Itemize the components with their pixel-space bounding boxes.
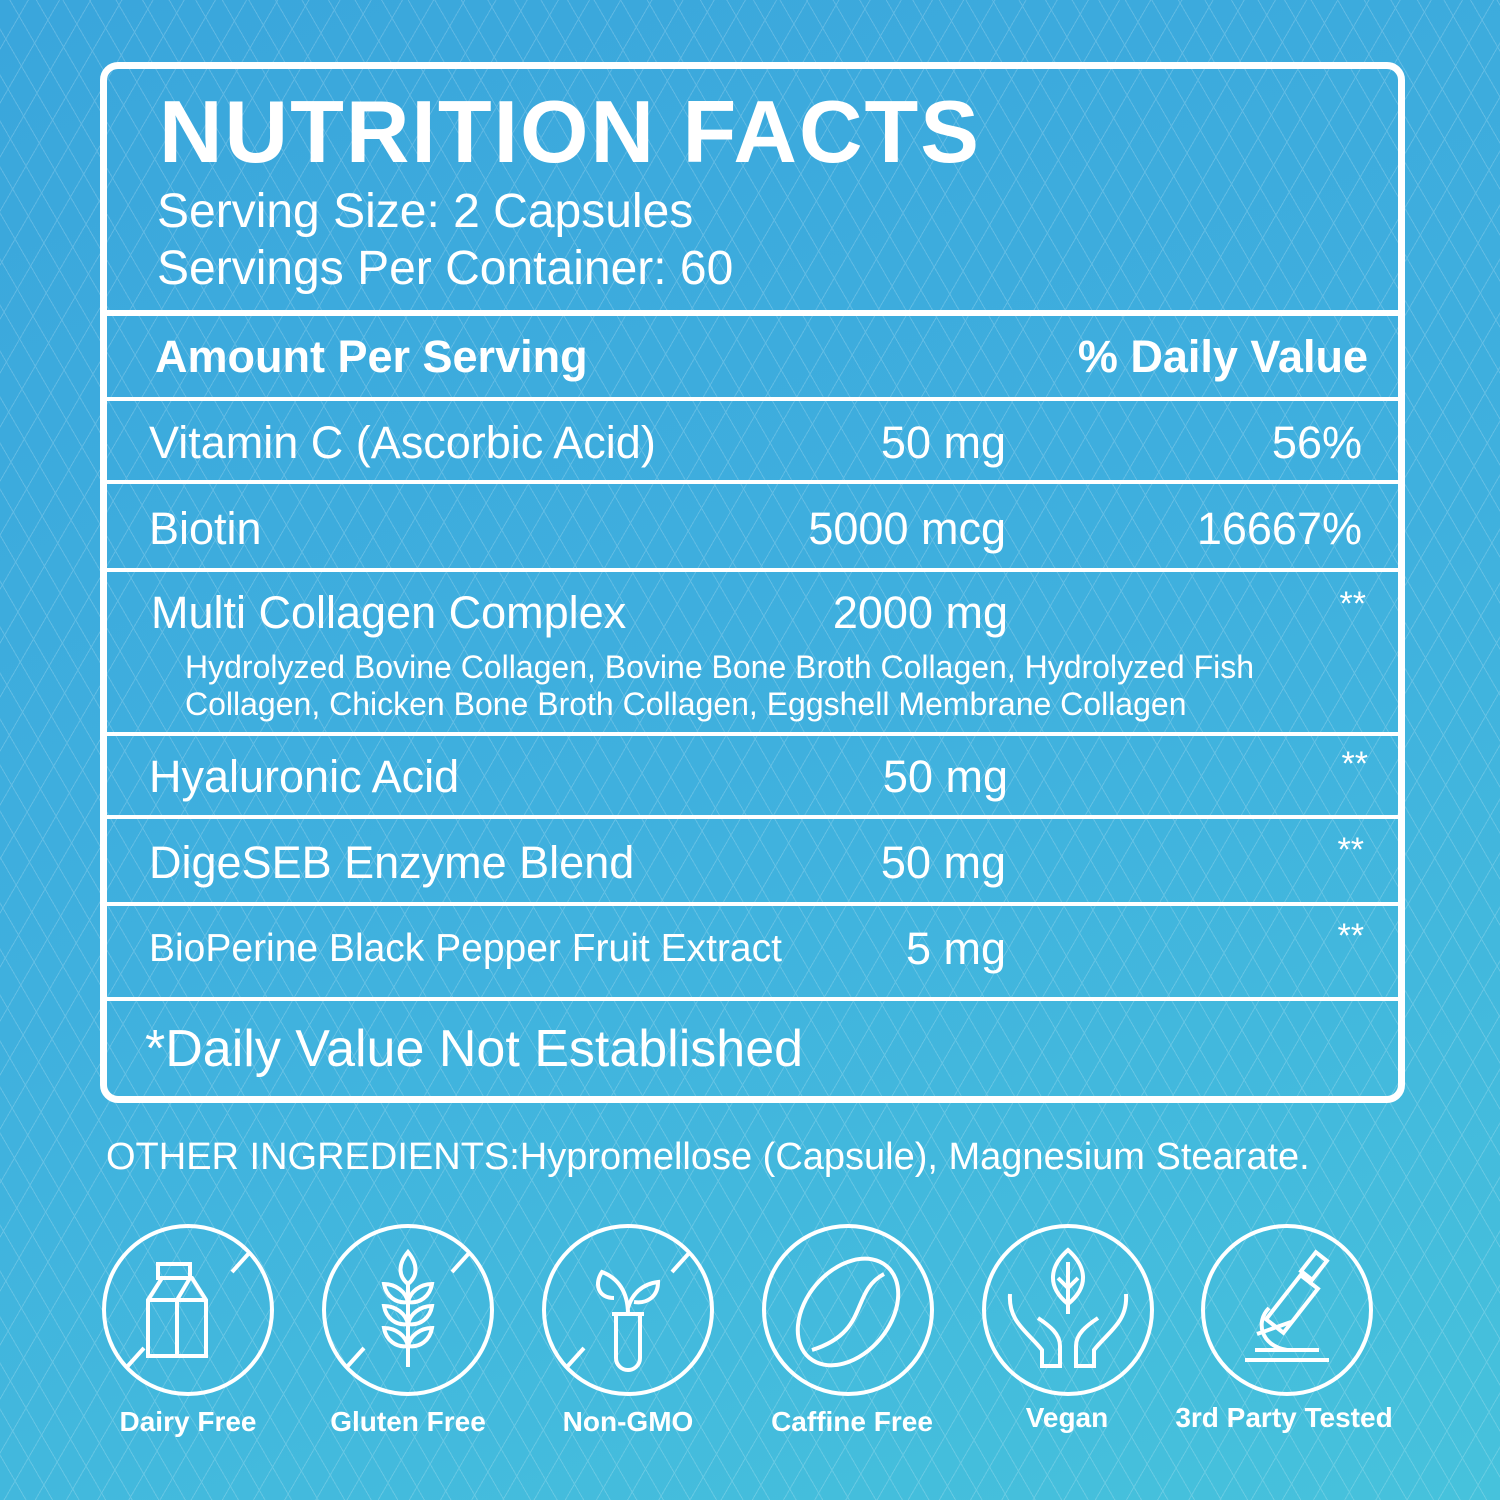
nutrition-facts-panel: NUTRITION FACTS Serving Size: 2 Capsules… — [100, 62, 1405, 1103]
footnote: *Daily Value Not Established — [145, 1020, 804, 1078]
serving-size: Serving Size: 2 Capsules — [157, 185, 694, 238]
collagen-sources: Hydrolyzed Bovine Collagen, Bovine Bone … — [185, 649, 1255, 685]
other-ingredients: OTHER INGREDIENTS:Hypromellose (Capsule)… — [106, 1136, 1310, 1178]
vegan-icon — [982, 1224, 1154, 1396]
divider — [107, 568, 1398, 572]
divider — [107, 732, 1398, 736]
nutrient-dv: 16667% — [1196, 503, 1362, 554]
servings-per-container: Servings Per Container: 60 — [157, 242, 734, 295]
divider — [107, 397, 1398, 401]
nutrient-dv: ** — [1339, 585, 1366, 623]
nutrient-amount: 50 mg — [880, 417, 1006, 468]
badge-label: Caffine Free — [771, 1406, 933, 1437]
microscope-icon — [1201, 1224, 1373, 1396]
nutrient-name: Biotin — [149, 503, 262, 554]
nutrient-dv: 56% — [1271, 417, 1362, 468]
dairy-free-icon — [102, 1224, 274, 1396]
divider — [107, 902, 1398, 906]
nutrient-dv: ** — [1337, 831, 1364, 869]
divider — [107, 310, 1398, 316]
nutrient-name: DigeSEB Enzyme Blend — [149, 837, 635, 888]
divider — [107, 480, 1398, 484]
badge-label: Dairy Free — [119, 1406, 257, 1437]
panel-title: NUTRITION FACTS — [159, 82, 981, 181]
gluten-free-icon — [322, 1224, 494, 1396]
nutrient-name: BioPerine Black Pepper Fruit Extract — [149, 927, 782, 970]
non-gmo-icon — [542, 1224, 714, 1396]
nutrient-name: Vitamin C (Ascorbic Acid) — [149, 417, 656, 468]
badge-label: Non-GMO — [562, 1406, 694, 1437]
nutrient-amount: 5000 mcg — [808, 503, 1006, 554]
caffeine-free-icon — [762, 1224, 934, 1396]
header-daily-value: % Daily Value — [1077, 331, 1368, 382]
nutrient-amount: 5 mg — [905, 923, 1006, 974]
nutrient-amount: 50 mg — [880, 837, 1006, 888]
collagen-sources: Collagen, Chicken Bone Broth Collagen, E… — [185, 686, 1187, 722]
badge-label: Gluten Free — [330, 1406, 486, 1437]
badge-label: 3rd Party Tested — [1175, 1402, 1393, 1433]
nutrient-dv: ** — [1341, 745, 1368, 783]
nutrient-amount: 50 mg — [882, 751, 1008, 802]
nutrient-dv: ** — [1337, 917, 1364, 955]
header-amount: Amount Per Serving — [155, 331, 588, 382]
nutrient-amount: 2000 mg — [832, 587, 1008, 638]
nutrient-name: Hyaluronic Acid — [149, 751, 460, 802]
divider — [107, 997, 1398, 1001]
nutrient-name: Multi Collagen Complex — [151, 587, 627, 638]
badge-label: Vegan — [1025, 1402, 1109, 1433]
divider — [107, 815, 1398, 819]
